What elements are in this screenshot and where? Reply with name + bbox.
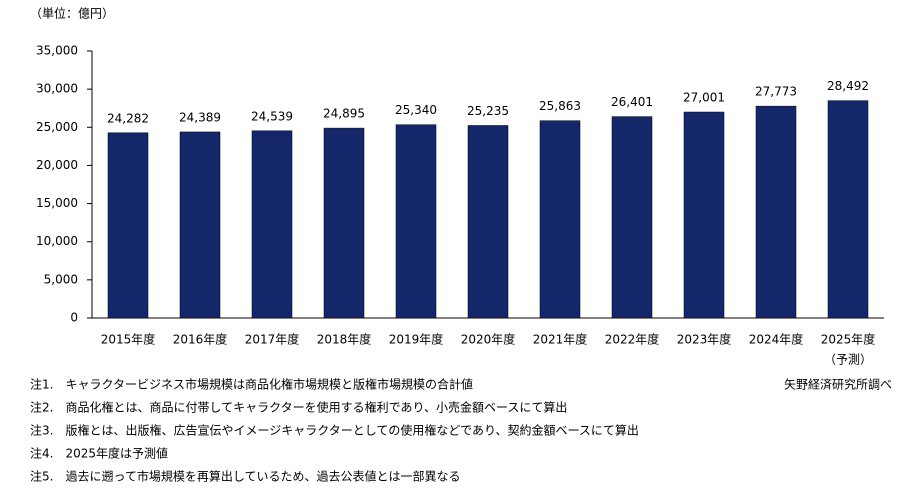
value-label: 25,235	[467, 104, 509, 118]
bar	[755, 105, 797, 319]
bar	[323, 127, 365, 319]
x-tick-label: 2015年度	[101, 332, 156, 347]
y-tick-label: 20,000	[36, 158, 78, 172]
bar	[251, 130, 293, 319]
x-tick-label: 2022年度	[605, 332, 660, 347]
note: 注3. 版権とは、出版権、広告宣伝やイメージキャラクターとしての使用権などであり…	[30, 423, 639, 438]
bar	[107, 132, 149, 319]
bar	[395, 124, 437, 319]
value-label: 27,773	[755, 85, 797, 99]
value-label: 24,539	[251, 109, 293, 123]
x-tick-label: 2025年度	[821, 332, 876, 347]
y-tick-label: 5,000	[44, 272, 78, 286]
x-tick-label: 2018年度	[317, 332, 372, 347]
x-tick-label: 2023年度	[677, 332, 732, 347]
x-tick-label: 2021年度	[533, 332, 588, 347]
x-tick-label: 2024年度	[749, 332, 804, 347]
x-tick-label: 2017年度	[245, 332, 300, 347]
bar	[467, 125, 509, 319]
y-tick-label: 25,000	[36, 120, 78, 134]
bar	[611, 116, 653, 319]
x-tick-label: 2020年度	[461, 332, 516, 347]
x-tick-label: 2016年度	[173, 332, 228, 347]
note: 注5. 過去に遡って市場規模を再算出しているため、過去公表値とは一部異なる	[30, 469, 461, 484]
note: 注4. 2025年度は予測値	[30, 446, 168, 461]
value-label: 27,001	[683, 91, 725, 105]
value-label: 25,340	[395, 103, 437, 117]
bar	[683, 111, 725, 319]
bar	[827, 100, 869, 319]
value-label: 24,895	[323, 107, 365, 121]
y-tick-label: 35,000	[36, 44, 78, 58]
unit-label: （単位：億円）	[30, 6, 114, 21]
value-label: 24,389	[179, 110, 221, 124]
y-tick-label: 0	[70, 311, 78, 325]
y-tick-label: 10,000	[36, 234, 78, 248]
note: 注1. キャラクタービジネス市場規模は商品化権市場規模と版権市場規模の合計値	[30, 377, 473, 392]
y-tick-label: 30,000	[36, 82, 78, 96]
y-tick-label: 15,000	[36, 196, 78, 210]
note: 注2. 商品化権とは、商品に付帯してキャラクターを使用する権利であり、小売金額ベ…	[30, 400, 567, 415]
value-label: 28,492	[827, 79, 869, 93]
bar	[539, 120, 581, 319]
value-label: 25,863	[539, 99, 581, 113]
bar	[179, 131, 221, 319]
source: 矢野経済研究所調べ	[784, 377, 892, 392]
forecast-note: （予測）	[824, 353, 872, 367]
value-label: 26,401	[611, 95, 653, 109]
x-tick-label: 2019年度	[389, 332, 444, 347]
value-label: 24,282	[107, 111, 149, 125]
